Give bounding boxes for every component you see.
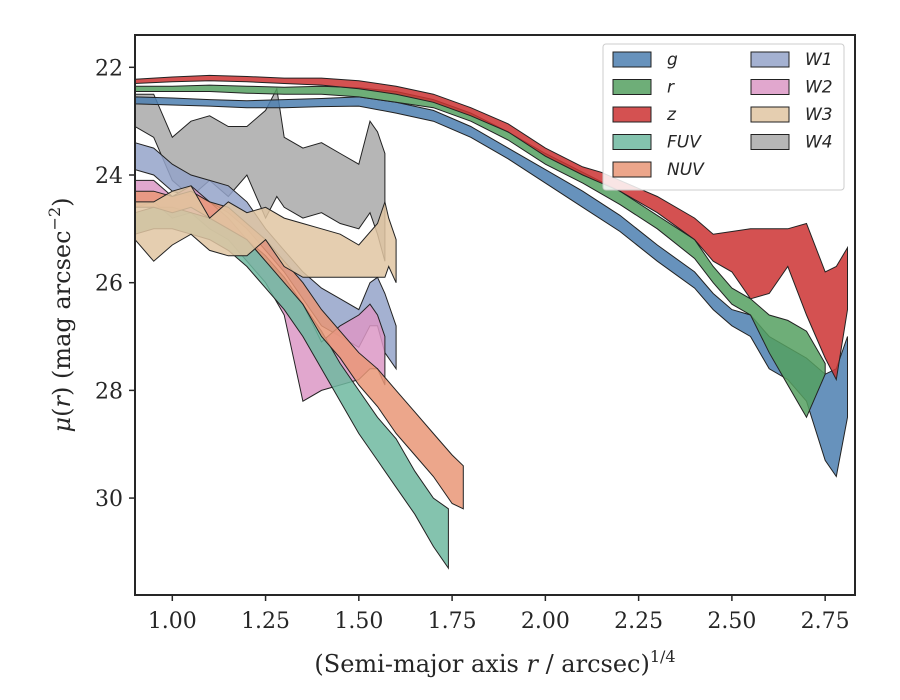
- y-axis-title-sup: −2: [45, 207, 64, 231]
- y-tick-label: 22: [95, 56, 123, 81]
- x-axis-title-var: r: [526, 650, 539, 678]
- legend-label-w1: W1: [805, 50, 833, 70]
- legend-label-nuv: NUV: [667, 160, 705, 180]
- profile-bands: [134, 74, 848, 570]
- y-axis-ticks: 22 24 26 28 30: [95, 56, 135, 512]
- legend-label-w2: W2: [805, 78, 833, 98]
- y-tick-label: 28: [95, 379, 123, 404]
- legend: grz FUV NUV W1 W2 W3 W4: [602, 43, 845, 191]
- legend-swatch-w1: [750, 51, 790, 68]
- y-tick-label: 26: [95, 272, 123, 297]
- x-axis-title-post: / arcsec): [538, 650, 650, 678]
- plot-frame: [134, 34, 856, 596]
- x-axis-title-sup: 1/4: [650, 647, 676, 666]
- legend-swatch-w4: [750, 134, 790, 150]
- band-g: [134, 96, 848, 478]
- x-tick-label: 2.00: [521, 609, 570, 634]
- y-axis-title-end: ): [48, 197, 76, 206]
- legend-label-w4: W4: [805, 133, 833, 153]
- x-tick-label: 1.50: [334, 609, 383, 634]
- legend-swatch-nuv: [612, 161, 652, 178]
- y-tick-label: 30: [95, 487, 123, 512]
- x-tick-label: 1.75: [428, 609, 477, 634]
- x-tick-label: 2.50: [707, 609, 756, 634]
- x-axis-title: (Semi-major axis r / arcsec)1/4: [314, 647, 675, 678]
- band-w3: [134, 185, 397, 283]
- legend-swatch-r: [612, 79, 652, 95]
- y-tick-label: 24: [95, 164, 123, 189]
- x-tick-label: 2.25: [614, 609, 663, 634]
- legend-label-g: g: [667, 50, 678, 70]
- legend-swatch-w2: [750, 79, 790, 95]
- legend-swatch-w3: [750, 106, 790, 123]
- legend-label-fuv: FUV: [667, 133, 702, 153]
- y-axis-title-var: r: [48, 395, 76, 408]
- legend-label-r: r: [667, 78, 675, 98]
- y-axis-title-close: ) (mag arcsec: [48, 230, 76, 396]
- legend-label-z: z: [666, 105, 677, 125]
- y-axis-title-open: (: [48, 408, 76, 417]
- legend-swatch-g: [612, 51, 652, 68]
- y-axis-title-mu: μ: [48, 417, 76, 433]
- legend-swatch-z: [612, 106, 652, 123]
- band-z: [134, 74, 848, 382]
- x-tick-label: 2.75: [801, 609, 850, 634]
- x-tick-label: 1.00: [148, 609, 197, 634]
- x-axis-title-pre: (Semi-major axis: [314, 650, 526, 678]
- legend-swatch-fuv: [612, 134, 652, 150]
- legend-label-w3: W3: [805, 105, 833, 125]
- y-axis-title: μ(r) (mag arcsec−2): [45, 197, 76, 432]
- x-axis-ticks: 1.00 1.25 1.50 1.75 2.00 2.25 2.50 2.75: [148, 595, 850, 634]
- x-tick-label: 1.25: [241, 609, 290, 634]
